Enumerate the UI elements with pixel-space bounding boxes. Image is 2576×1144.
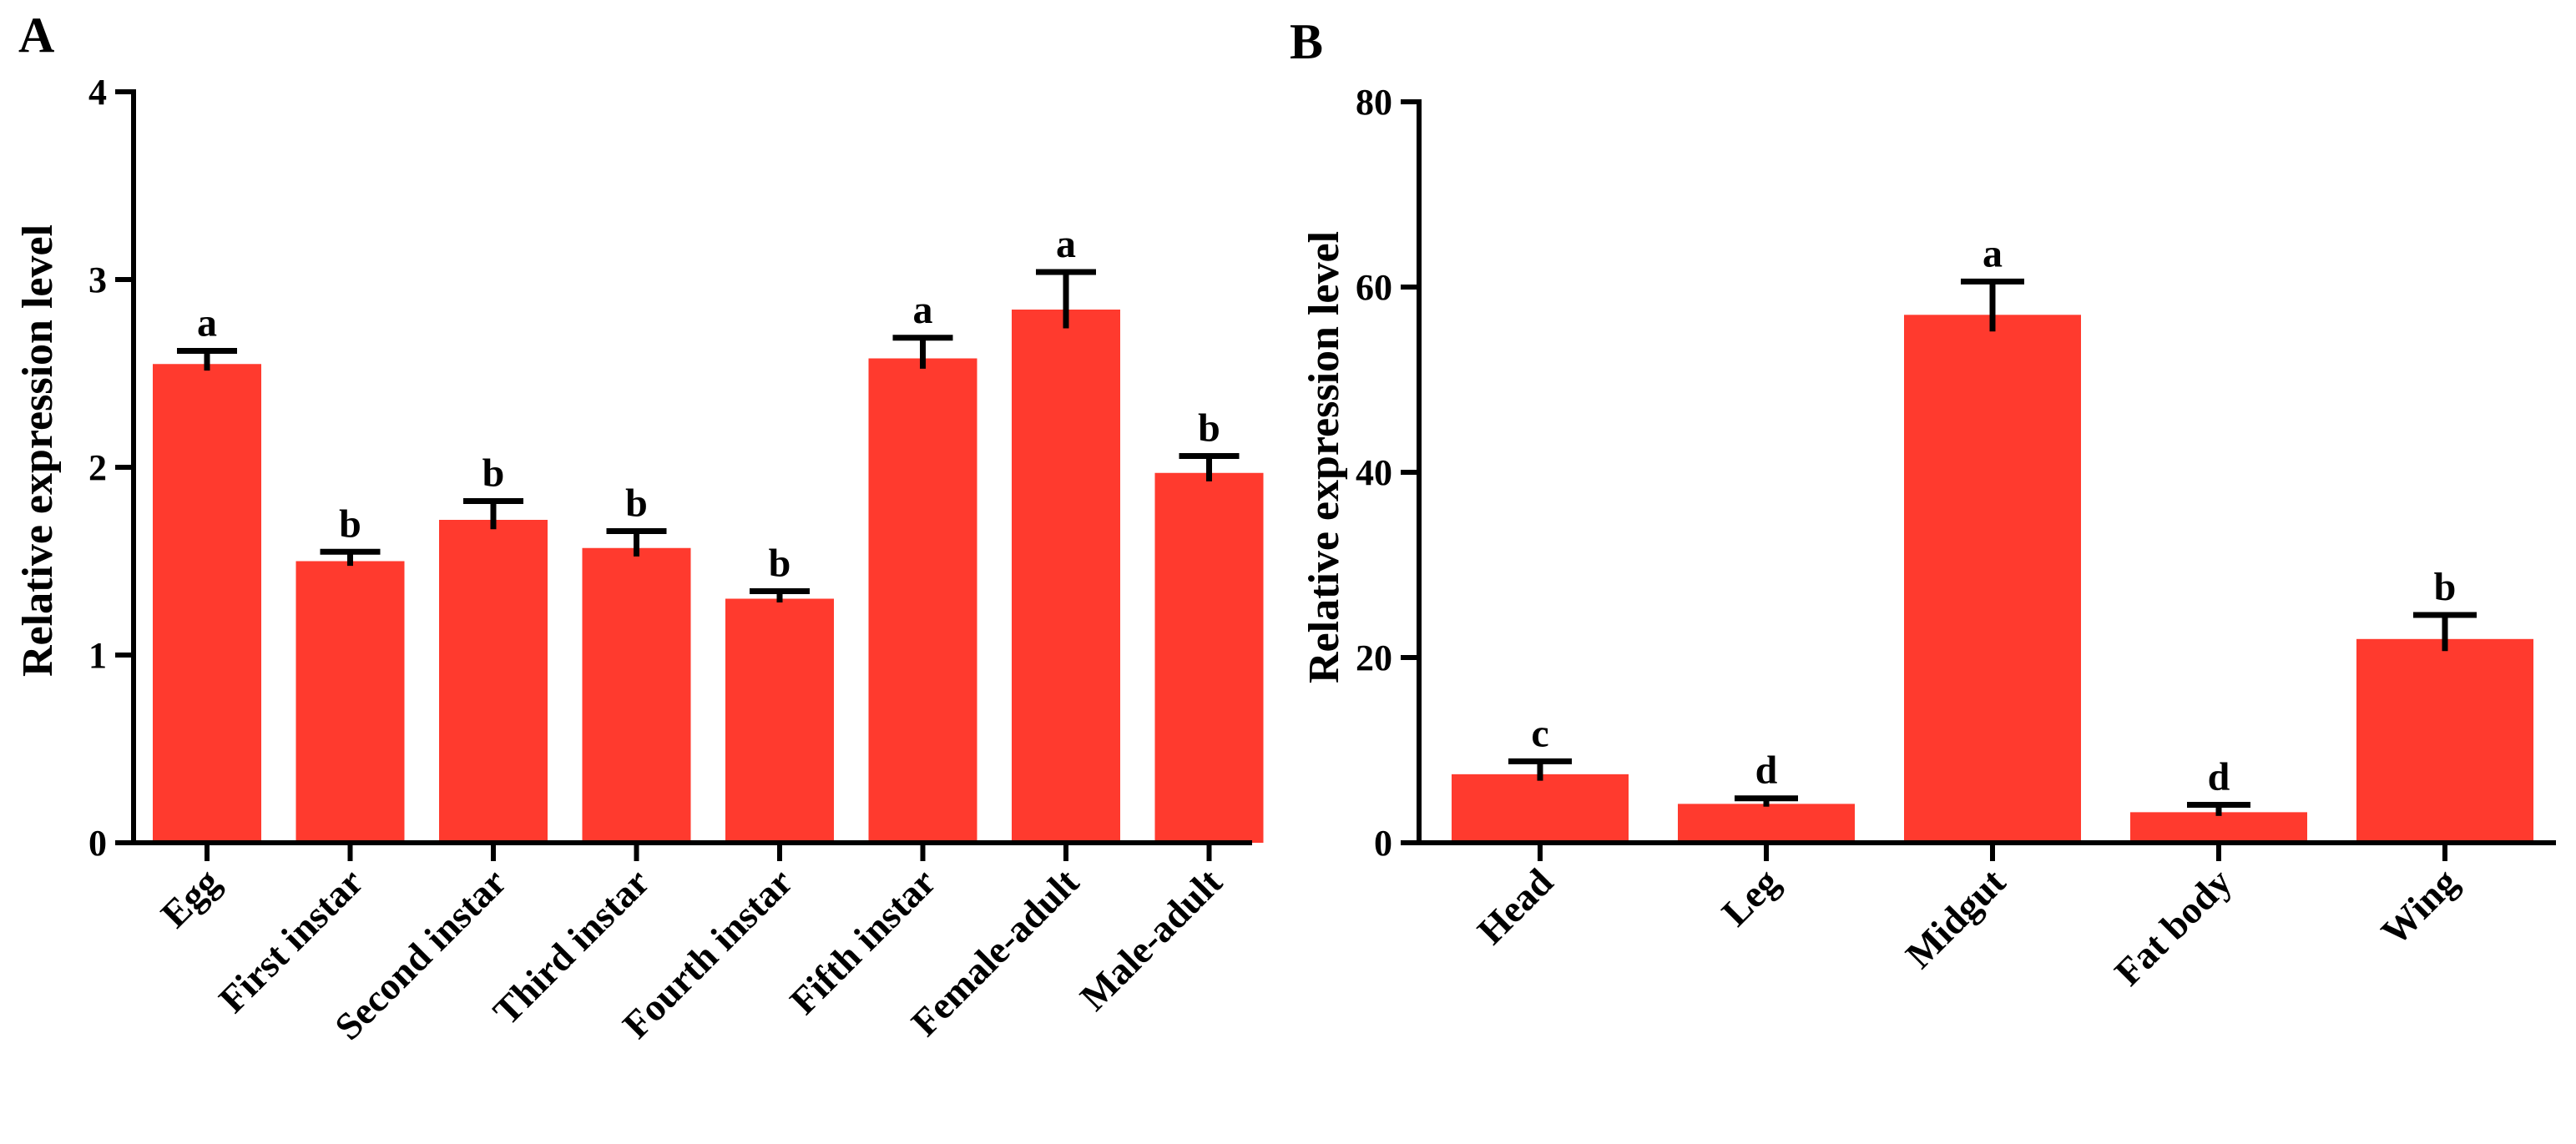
panel-a-significance-letter: b [1198, 406, 1220, 451]
panel-a-bar [1154, 472, 1264, 843]
panel-b: B Relative expression level c Head d Leg a Mi… [1290, 14, 2556, 994]
panel-a-significance-letter: a [1056, 222, 1076, 266]
panel-b-y-tick-label: 80 [1356, 82, 1392, 123]
panel-b-significance-letter: b [2434, 565, 2457, 609]
panel-b-bar [2356, 638, 2533, 843]
panel-a-category-label: Egg [153, 860, 228, 935]
panel-a-category-label: Male-adult [1072, 860, 1230, 1019]
panel-b-y-tick-label: 20 [1356, 638, 1392, 678]
panel-b-bar [1678, 804, 1855, 843]
panel-a-significance-letter: b [625, 481, 648, 526]
panel-b-bar [2130, 812, 2307, 843]
panel-b-y-tick-label: 0 [1374, 823, 1392, 864]
panel-a-significance-letter: b [482, 451, 505, 496]
panel-a-significance-letter: a [913, 288, 933, 332]
panel-a-y-tick-label: 3 [88, 260, 107, 300]
panel-b-significance-letter: c [1531, 711, 1548, 755]
panel-b-significance-letter: d [2208, 754, 2230, 799]
panel-b-category-label: Leg [1714, 860, 1787, 934]
panel-b-category-label: Midgut [1897, 860, 2014, 977]
panel-a-letter: A [18, 8, 54, 63]
panel-b-bar [1904, 315, 2081, 843]
panel-b-category-label: Fat body [2106, 860, 2240, 994]
panel-a-y-tick-label: 1 [88, 635, 107, 676]
panel-a-bar [153, 364, 261, 843]
panel-b-category-label: Head [1469, 860, 1561, 952]
panel-a-bar [868, 358, 977, 843]
panel-a-y-tick-label: 4 [88, 72, 107, 113]
panel-b-bar [1452, 774, 1629, 843]
panel-a-y-tick-label: 0 [88, 823, 107, 864]
panel-a-bar [582, 547, 691, 843]
panel-a-significance-letter: b [769, 542, 791, 586]
panel-b-y-tick-label: 40 [1356, 452, 1392, 493]
panel-a-bar [295, 561, 405, 843]
panel-b-y-tick-label: 60 [1356, 267, 1392, 308]
panel-a-significance-letter: a [197, 301, 217, 345]
panel-a-significance-letter: b [339, 501, 361, 546]
panel-a-bar [725, 598, 834, 843]
panel-b-y-axis-label: Relative expression level [1301, 231, 1348, 683]
panel-b-significance-letter: d [1755, 748, 1778, 793]
panel-a-bar [1012, 310, 1120, 843]
panel-a-bar [439, 520, 548, 843]
panel-a-y-tick-label: 2 [88, 447, 107, 488]
panel-a-y-axis-label: Relative expression level [14, 224, 62, 677]
panel-b-category-label: Wing [2373, 860, 2466, 953]
panel-b-significance-letter: a [1983, 231, 2003, 275]
panel-b-letter: B [1290, 14, 1323, 69]
